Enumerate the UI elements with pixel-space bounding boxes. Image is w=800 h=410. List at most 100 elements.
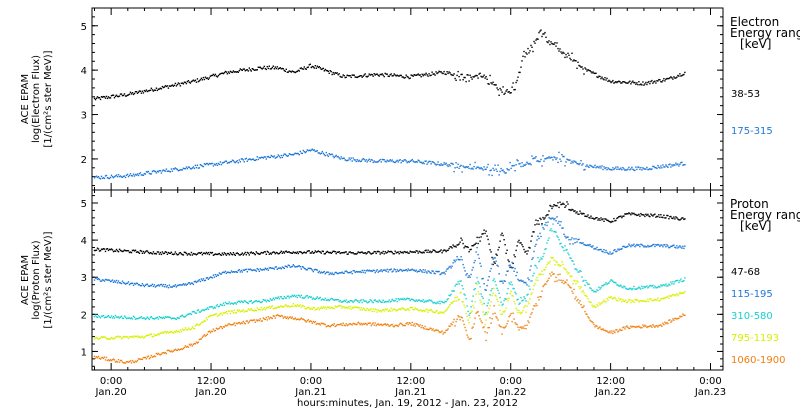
data-point (203, 252, 206, 254)
data-point (354, 323, 356, 325)
data-point (434, 250, 436, 252)
data-point (343, 299, 345, 302)
data-point (406, 308, 408, 310)
data-point (347, 300, 349, 303)
data-point (438, 312, 440, 314)
data-point (237, 162, 239, 164)
data-point (551, 217, 553, 219)
data-point (435, 310, 437, 312)
data-point (237, 253, 239, 255)
data-point (93, 249, 96, 252)
data-point (606, 169, 608, 171)
data-point (524, 251, 526, 253)
data-point (452, 301, 454, 303)
data-point (680, 292, 682, 295)
data-point (537, 296, 539, 298)
data-point (296, 304, 298, 306)
data-point (476, 75, 478, 77)
data-point (483, 229, 485, 231)
data-point (580, 304, 582, 306)
data-point (623, 300, 625, 302)
data-point (403, 159, 405, 161)
data-point (385, 301, 387, 303)
data-point (515, 274, 517, 277)
data-point (94, 357, 97, 359)
data-point (414, 74, 416, 76)
data-point (545, 283, 547, 285)
data-point (160, 332, 163, 334)
data-point (552, 217, 554, 220)
data-point (105, 174, 108, 177)
data-point (538, 299, 540, 301)
data-point (444, 73, 446, 75)
data-point (519, 302, 521, 304)
data-point (629, 299, 631, 301)
data-point (113, 359, 116, 361)
data-point (285, 68, 287, 70)
data-point (368, 269, 370, 271)
data-point (544, 283, 546, 285)
data-point (490, 301, 492, 303)
data-point (215, 305, 218, 307)
data-point (118, 95, 121, 97)
data-point (311, 308, 313, 310)
data-point (662, 298, 664, 300)
data-point (526, 284, 528, 286)
data-point (634, 288, 636, 290)
data-point (502, 234, 504, 237)
data-point (154, 286, 157, 288)
data-point (367, 75, 369, 77)
data-point (341, 157, 343, 160)
data-point (383, 75, 385, 78)
data-point (305, 252, 307, 254)
data-point (652, 284, 654, 287)
data-point (104, 175, 107, 177)
data-point (525, 328, 527, 330)
data-point (393, 161, 395, 163)
data-point (644, 324, 646, 326)
data-point (430, 327, 432, 330)
data-point (471, 310, 473, 312)
data-point (402, 307, 404, 310)
data-point (372, 75, 374, 77)
data-point (528, 163, 530, 165)
data-point (343, 324, 345, 326)
data-point (229, 303, 232, 305)
data-point (137, 251, 140, 253)
data-point (135, 251, 138, 253)
data-point (188, 253, 191, 255)
data-point (368, 73, 370, 75)
data-point (453, 318, 455, 321)
data-point (175, 286, 178, 288)
data-point (506, 298, 508, 300)
data-point (375, 324, 377, 327)
data-point (279, 67, 281, 69)
data-point (463, 247, 465, 249)
proton-ylabel: ACE EPAM (20, 255, 31, 305)
data-point (599, 326, 601, 328)
data-point (461, 317, 463, 319)
data-point (243, 300, 245, 302)
data-point (103, 336, 106, 338)
data-point (234, 71, 236, 73)
data-point (226, 303, 229, 305)
data-point (417, 270, 419, 272)
data-point (500, 89, 502, 91)
data-point (286, 251, 288, 253)
data-point (563, 282, 565, 285)
data-point (676, 293, 678, 295)
data-point (347, 272, 349, 274)
data-point (504, 326, 506, 328)
data-point (398, 308, 400, 310)
data-point (278, 306, 280, 308)
data-point (678, 75, 680, 77)
data-point (371, 270, 373, 273)
data-point (507, 270, 509, 272)
data-point (252, 301, 254, 303)
data-point (542, 273, 544, 276)
data-point (668, 247, 670, 249)
data-point (583, 305, 585, 307)
data-point (513, 89, 515, 91)
data-point (343, 75, 345, 77)
data-point (426, 299, 428, 302)
